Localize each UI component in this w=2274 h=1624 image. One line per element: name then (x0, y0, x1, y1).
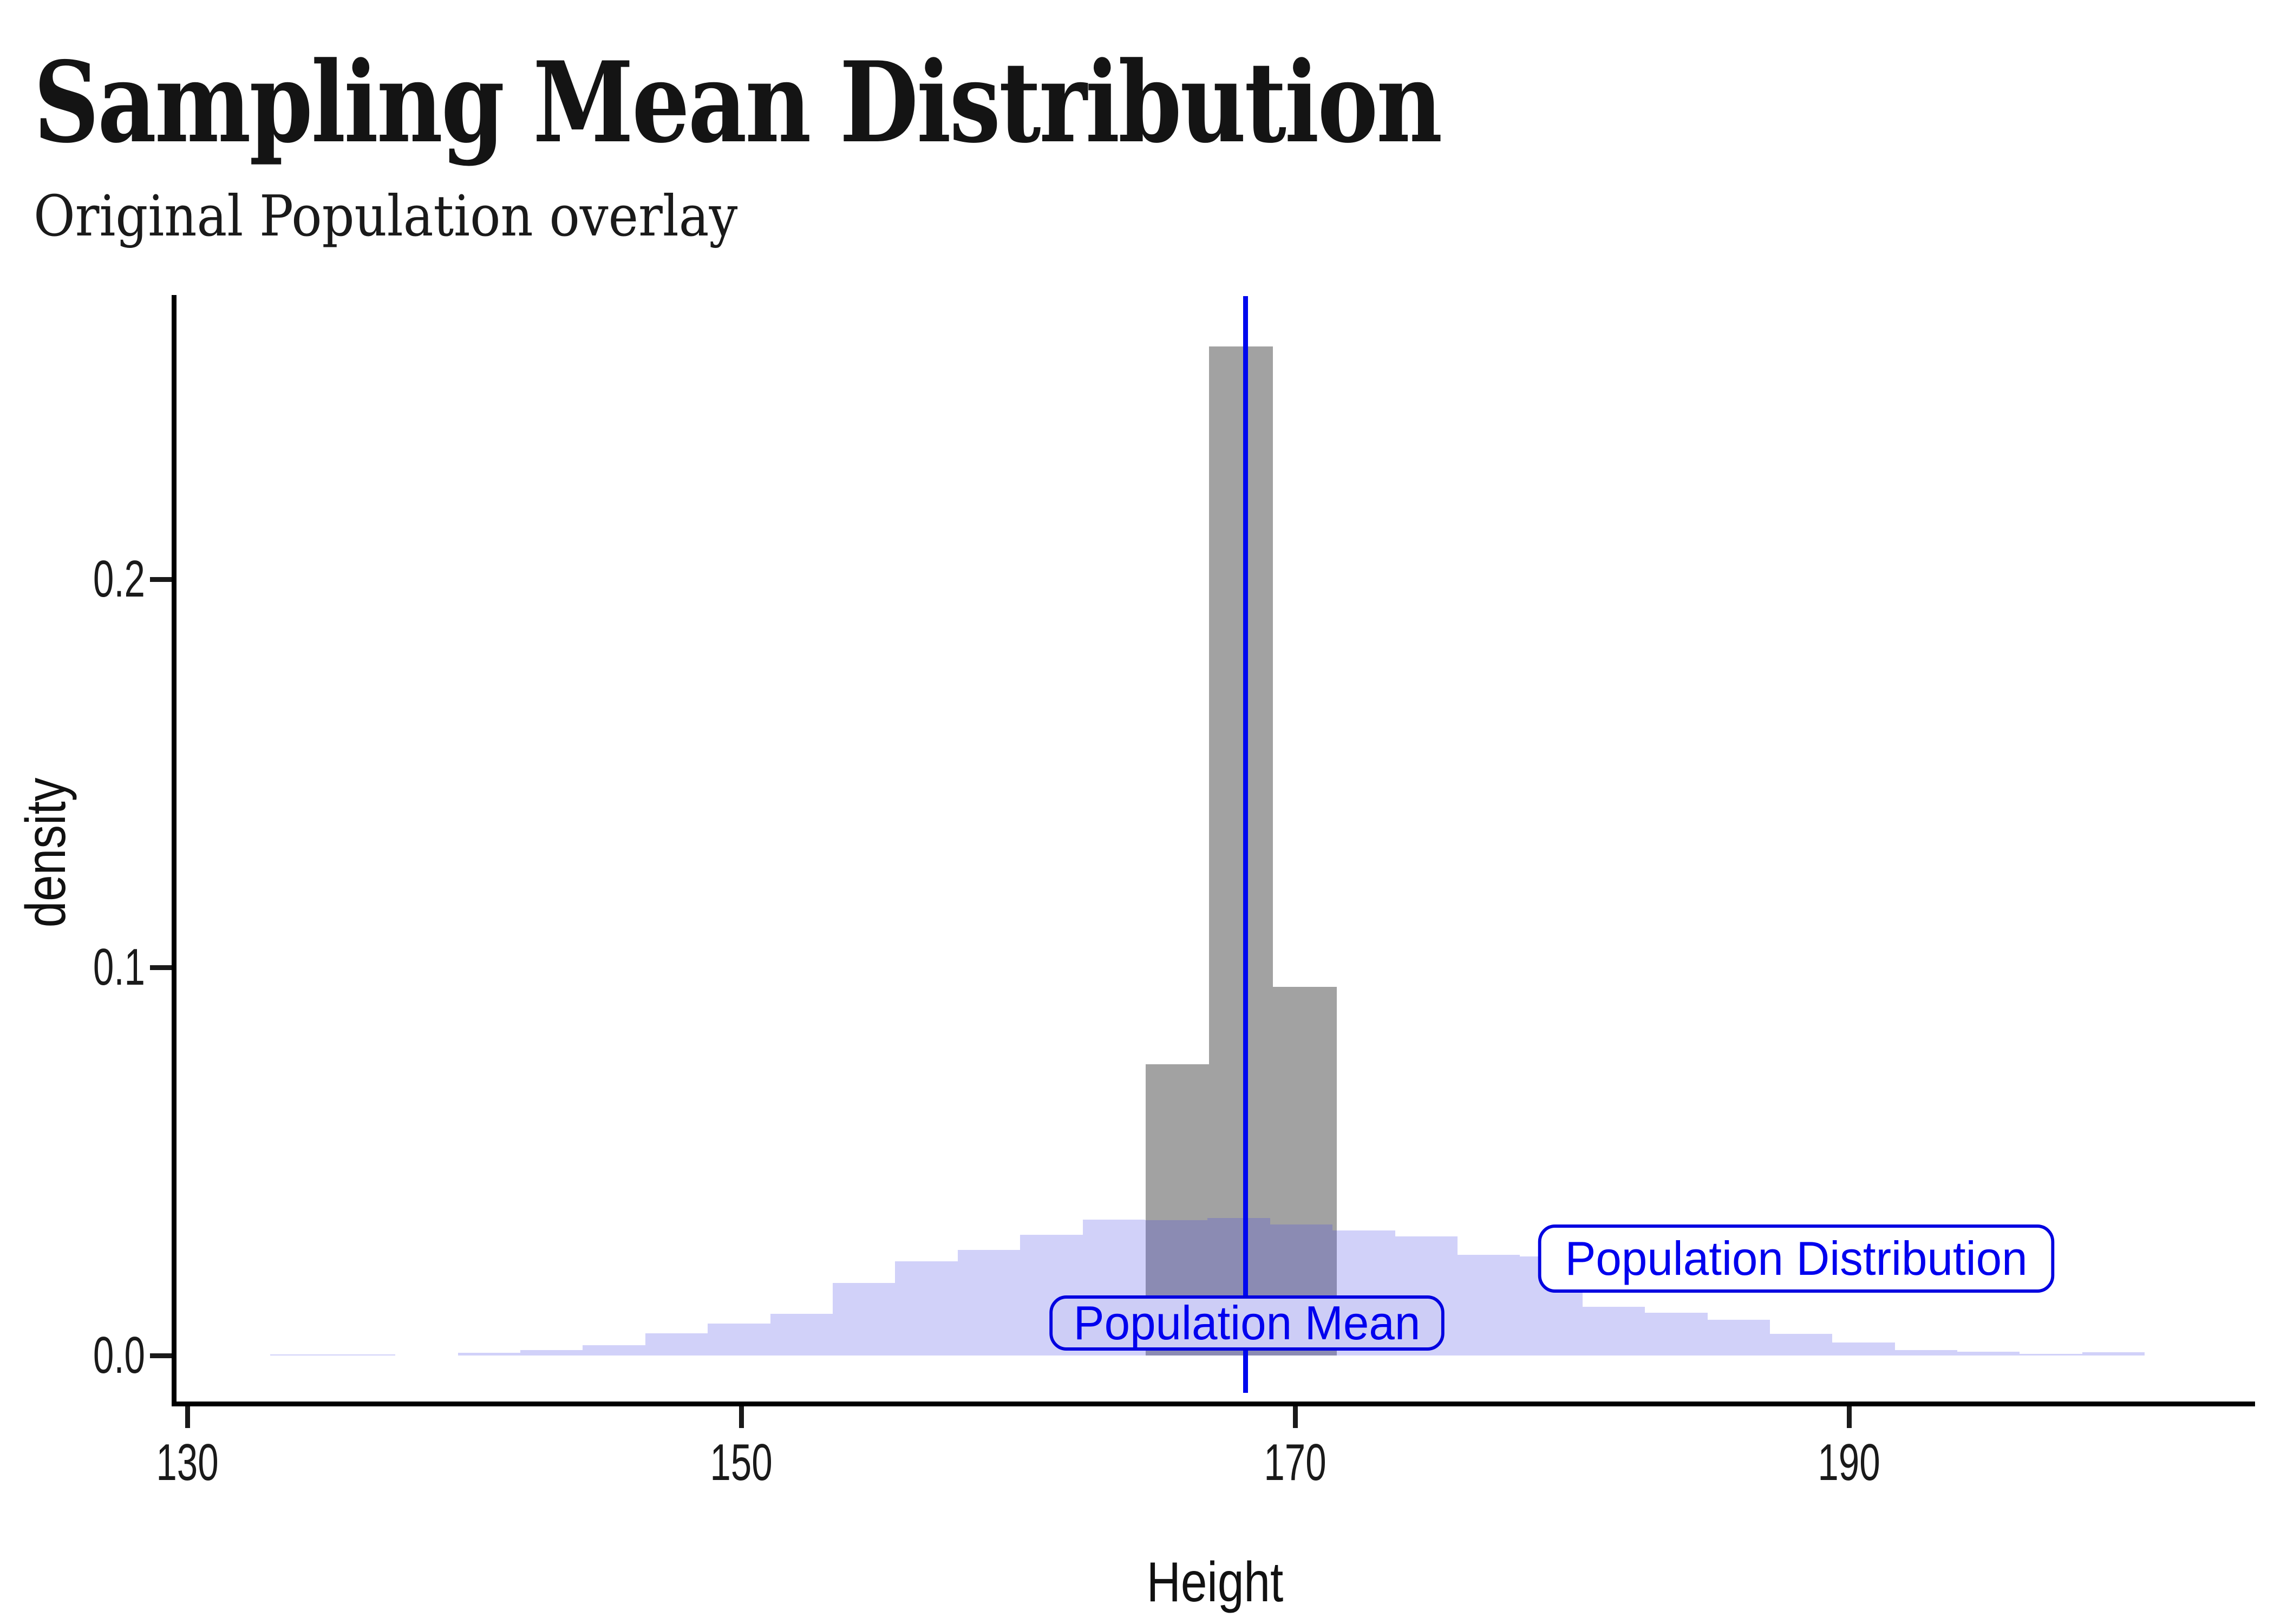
population-histogram-bar (270, 1354, 333, 1355)
population-histogram-bar (895, 1261, 958, 1355)
population-histogram-bar (1582, 1307, 1645, 1355)
y-axis-spine (172, 295, 177, 1406)
y-tick-label: 0.1 (93, 938, 145, 996)
x-tick-mark (1293, 1406, 1298, 1428)
x-tick-mark (185, 1406, 190, 1428)
population-histogram-bar (583, 1345, 645, 1355)
y-tick-label: 0.2 (93, 550, 145, 608)
population-distribution-label-text: Population Distribution (1565, 1232, 2028, 1285)
x-tick-label: 130 (156, 1433, 219, 1491)
x-tick-mark (739, 1406, 744, 1428)
population-histogram-bar (957, 1249, 1021, 1355)
x-tick-mark (1847, 1406, 1852, 1428)
x-axis-title: Height (1146, 1551, 1284, 1614)
population-distribution-label: Population Distribution (1538, 1224, 2055, 1293)
y-tick-mark (150, 1353, 172, 1358)
x-tick-label: 150 (710, 1433, 773, 1491)
x-axis-spine (172, 1402, 2255, 1406)
population-mean-line (1243, 296, 1248, 1393)
sampling-histogram-bar (1209, 346, 1273, 1355)
population-histogram-bar (458, 1352, 521, 1355)
page-title: Sampling Mean Distribution (34, 38, 1442, 168)
population-histogram-bar (770, 1314, 833, 1355)
population-histogram-bar (1832, 1343, 1895, 1355)
x-tick-label: 190 (1818, 1433, 1880, 1491)
population-histogram-bar (1457, 1255, 1520, 1355)
population-histogram-bar (1894, 1350, 1958, 1355)
x-tick-label: 170 (1264, 1433, 1327, 1491)
population-histogram-bar (1957, 1351, 2020, 1355)
y-tick-mark (150, 965, 172, 970)
population-histogram-bar (832, 1282, 896, 1355)
population-histogram-bar (1769, 1333, 1833, 1355)
population-histogram-bar (2082, 1352, 2145, 1355)
sampling-histogram-bar (1273, 986, 1337, 1355)
population-histogram-bar (1645, 1313, 1708, 1355)
y-tick-mark (150, 577, 172, 582)
population-histogram-bar (520, 1350, 583, 1355)
population-mean-label: Population Mean (1049, 1295, 1445, 1351)
population-histogram-bar (1707, 1320, 1770, 1355)
population-histogram-bar (2020, 1354, 2082, 1355)
population-histogram-bar (645, 1333, 708, 1355)
population-mean-label-text: Population Mean (1073, 1296, 1421, 1350)
population-histogram-bar (708, 1324, 770, 1355)
page-subtitle: Original Population overlay (34, 183, 738, 249)
y-tick-label: 0.0 (93, 1326, 145, 1384)
population-histogram-bar (332, 1354, 396, 1355)
